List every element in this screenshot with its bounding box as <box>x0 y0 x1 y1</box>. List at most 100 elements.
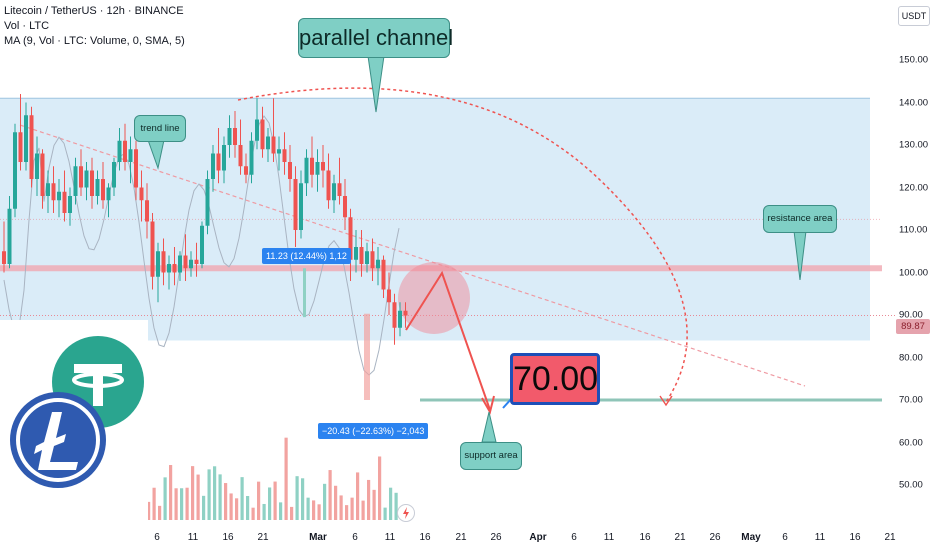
support-area-callout[interactable]: support area <box>460 442 522 470</box>
volume-bar <box>202 495 206 520</box>
support-pointer <box>481 411 497 443</box>
time-tick-label: 11 <box>384 532 396 543</box>
price-tick-label: 110.00 <box>899 224 928 236</box>
volume-bar <box>185 487 189 520</box>
candle-body <box>46 183 50 196</box>
candle-body <box>84 170 89 188</box>
volume-bar <box>224 483 228 520</box>
time-tick-label: Mar <box>309 532 327 543</box>
projection-arrowhead <box>659 395 673 407</box>
time-tick-label: 21 <box>674 532 686 543</box>
volume-bar <box>284 437 288 520</box>
parallel-channel-callout[interactable]: parallel channel <box>298 18 453 58</box>
candle-body <box>200 225 204 264</box>
time-tick-label: 16 <box>419 532 431 543</box>
price-tick-label: 60.00 <box>899 437 923 448</box>
time-tick-label: 11 <box>187 532 199 543</box>
candle-body <box>117 140 122 162</box>
candle-body <box>227 128 232 145</box>
volume-bar <box>378 456 382 520</box>
candle-body <box>260 119 265 150</box>
candle-body <box>321 162 325 171</box>
candle-body <box>216 153 221 171</box>
candle-body <box>359 247 364 264</box>
candle-body <box>139 187 144 201</box>
volume-bar <box>235 498 239 520</box>
volume-bar <box>323 483 327 520</box>
volume-bar <box>152 487 156 520</box>
volume-bar <box>301 478 305 520</box>
candle-body <box>57 191 61 201</box>
candle-body <box>2 251 6 264</box>
resistance-area-callout[interactable]: resistance area <box>763 205 837 233</box>
trend-line <box>19 124 806 387</box>
axis-unit-button[interactable]: USDT <box>898 6 930 26</box>
volume-bar <box>350 497 354 520</box>
trend-line-callout[interactable]: trend line <box>134 115 186 142</box>
volume-bar <box>246 495 250 520</box>
volume-bar <box>196 474 200 520</box>
volume-bar <box>328 470 332 520</box>
volume-bar <box>240 477 244 520</box>
candle-body <box>123 140 127 162</box>
candle-body <box>249 140 254 175</box>
candle-body <box>183 255 188 269</box>
price-tick-label: 70.00 <box>899 394 923 406</box>
volume-bar <box>383 507 387 520</box>
time-tick-label: 16 <box>849 532 861 543</box>
candle-body <box>222 145 226 171</box>
candle-body <box>156 251 160 277</box>
candle-body <box>293 179 298 230</box>
volume-bar <box>229 493 233 520</box>
volume-bar <box>273 481 277 520</box>
candle-body <box>277 149 281 154</box>
candle-body <box>348 217 353 260</box>
volume-bar <box>251 507 255 520</box>
candle-body <box>238 145 243 167</box>
candle-body <box>145 200 149 222</box>
volume-bar <box>163 477 167 520</box>
volume-bar <box>389 487 393 520</box>
time-tick-label: 11 <box>814 532 826 543</box>
candle-body <box>150 221 155 277</box>
candle-body <box>95 179 100 196</box>
target-price-label[interactable]: 70.00 <box>510 353 600 405</box>
candle-body <box>315 162 320 175</box>
candle-body <box>194 259 199 264</box>
candle-body <box>288 162 292 179</box>
candle-body <box>167 264 171 273</box>
candle-body <box>387 289 391 303</box>
candle-body <box>403 310 408 316</box>
candle-body <box>79 166 83 188</box>
measure-down-bar <box>364 313 370 400</box>
candle-body <box>68 196 72 213</box>
candle-body <box>101 179 105 201</box>
candle-body <box>7 208 12 264</box>
volume-bar <box>306 497 310 520</box>
volume-bar <box>339 495 343 520</box>
time-tick-label: 26 <box>490 532 502 543</box>
time-tick-label: 6 <box>571 532 577 543</box>
lightning-icon[interactable] <box>397 504 415 522</box>
projected-path <box>405 270 491 411</box>
time-tick-label: 6 <box>352 532 358 543</box>
candle-body <box>112 162 116 188</box>
candle-body <box>18 132 23 162</box>
volume-bar <box>372 489 376 520</box>
candle-body <box>326 170 331 201</box>
volume-bar <box>218 474 222 520</box>
price-tick-label: 50.00 <box>899 479 923 491</box>
measure-down-label: −20.43 (−22.63%) −2,043 <box>318 423 429 439</box>
price-tick-label: 100.00 <box>899 267 929 278</box>
volume-bar <box>213 466 217 520</box>
price-tick-label: 140.00 <box>899 97 929 108</box>
candle-body <box>29 115 34 179</box>
candle-body <box>161 251 166 273</box>
volume-legend: Vol · LTC <box>4 20 50 32</box>
time-tick-label: 21 <box>455 532 467 543</box>
candle-body <box>244 166 248 175</box>
candle-body <box>381 259 386 290</box>
time-tick-label: Apr <box>529 532 547 543</box>
candle-body <box>128 149 133 162</box>
volume-bar <box>147 501 151 520</box>
